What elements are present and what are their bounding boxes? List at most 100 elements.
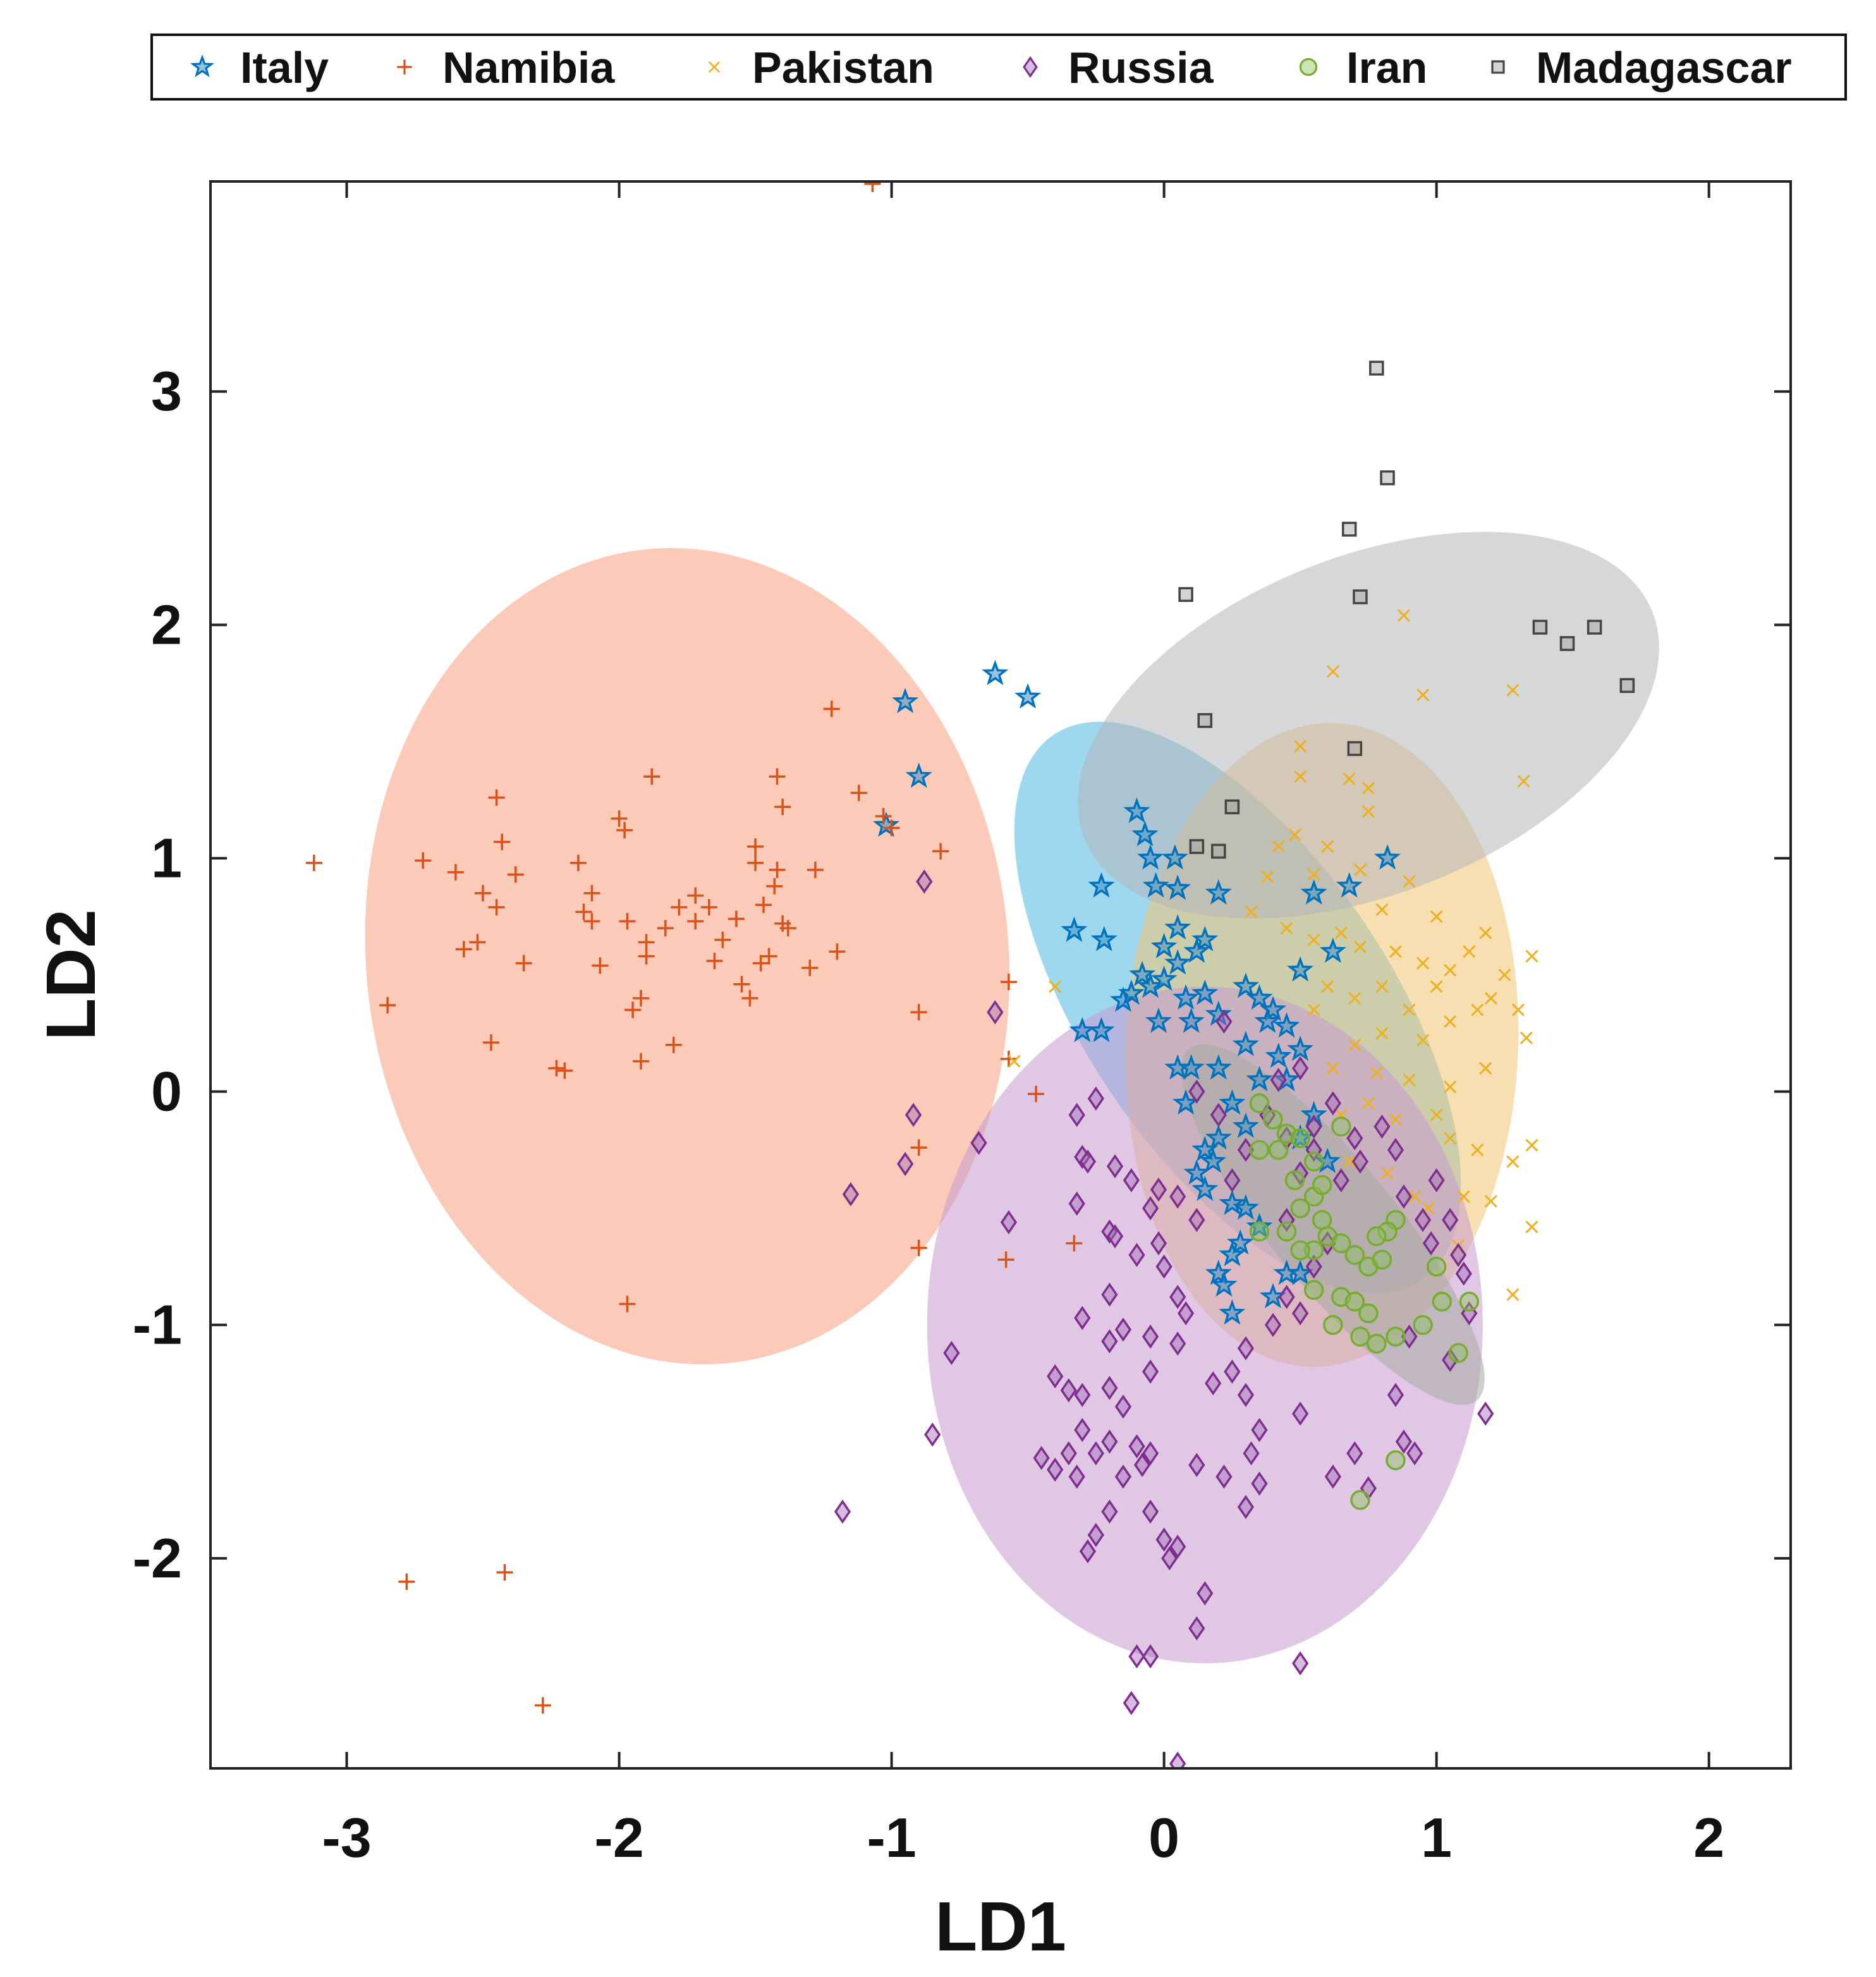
point-namibia [619, 913, 636, 930]
point-namibia [807, 861, 824, 878]
point-namibia [1028, 1086, 1045, 1103]
point-namibia [619, 1295, 636, 1313]
point-pakistan [1307, 933, 1320, 946]
point-russia [1142, 1499, 1159, 1524]
point-pakistan [1484, 991, 1497, 1005]
point-russia [1270, 1068, 1287, 1093]
point-russia [1161, 1546, 1178, 1570]
point-namibia [687, 887, 704, 904]
point-russia [1305, 1254, 1322, 1279]
point-italy [1246, 1213, 1273, 1239]
point-pakistan [1353, 863, 1367, 876]
point-namibia [733, 976, 750, 993]
point-russia [943, 1340, 960, 1366]
point-italy [1164, 874, 1191, 900]
point-pakistan [1430, 910, 1443, 923]
point-italy [905, 762, 932, 788]
point-pakistan [1479, 926, 1492, 940]
point-iran [1290, 1240, 1310, 1261]
point-namibia [455, 941, 472, 958]
point-pakistan [1444, 1015, 1457, 1028]
point-pakistan [1261, 870, 1274, 884]
point-pakistan [1361, 1096, 1375, 1110]
point-madagascar [1178, 587, 1193, 603]
point-russia [1060, 1378, 1077, 1403]
point-namibia [910, 1004, 927, 1021]
point-russia [1101, 1429, 1118, 1454]
point-russia [1224, 1168, 1241, 1192]
point-italy [1260, 996, 1287, 1022]
point-russia [1128, 1242, 1145, 1268]
point-italy [1137, 844, 1164, 870]
point-italy [1246, 1065, 1273, 1092]
point-russia [1142, 1325, 1159, 1349]
point-namibia [469, 934, 486, 951]
point-russia [1106, 1154, 1124, 1178]
point-pakistan [1484, 1194, 1497, 1208]
point-madagascar [1353, 589, 1368, 604]
point-russia [1074, 1417, 1091, 1442]
point-pakistan [1444, 1132, 1457, 1145]
point-namibia [766, 878, 783, 895]
point-namibia [823, 701, 840, 718]
point-italy [1178, 1054, 1205, 1080]
point-italy [1232, 972, 1259, 998]
point-namibia [910, 1239, 927, 1256]
point-iran [1358, 1303, 1379, 1323]
point-namibia [643, 768, 661, 785]
legend-icon-namibia [397, 59, 412, 75]
point-russia [1215, 1009, 1233, 1034]
point-pakistan [1321, 980, 1334, 993]
point-italy [1287, 956, 1314, 982]
point-russia [1188, 1616, 1205, 1641]
point-italy [1300, 879, 1327, 905]
point-namibia [714, 931, 731, 948]
point-madagascar [1224, 799, 1240, 814]
legend-label-pakistan: Pakistan [752, 43, 934, 92]
legend-icon-italy [190, 54, 215, 78]
point-pakistan [1457, 1190, 1470, 1203]
point-pakistan [1498, 968, 1511, 982]
point-namibia [494, 833, 511, 850]
point-russia [1068, 1103, 1085, 1127]
legend-icon-madagascar [1491, 60, 1505, 74]
point-russia [1000, 1210, 1018, 1235]
point-russia [1395, 1429, 1413, 1454]
point-italy [1219, 1189, 1246, 1215]
point-pakistan [1471, 1143, 1484, 1156]
point-italy [1273, 1012, 1300, 1038]
point-russia [1278, 1208, 1295, 1232]
point-namibia [447, 864, 464, 881]
point-italy [1150, 965, 1178, 991]
point-russia [1134, 1453, 1151, 1478]
point-iran [1268, 1140, 1289, 1160]
point-namibia [515, 955, 532, 972]
point-russia [1079, 1149, 1097, 1174]
legend-icon-russia [1023, 56, 1038, 78]
point-russia [1101, 1376, 1118, 1400]
point-russia [1188, 1208, 1205, 1232]
point-namibia [611, 810, 628, 827]
x-tick-label: -3 [322, 1806, 371, 1869]
point-russia [1106, 1224, 1124, 1249]
y-tick-label: 0 [151, 1060, 182, 1123]
point-italy [1191, 979, 1219, 1005]
point-namibia [475, 884, 492, 902]
point-italy [1232, 1112, 1259, 1138]
point-italy [1374, 844, 1401, 870]
point-russia [1278, 1285, 1295, 1309]
point-iran [1303, 1151, 1324, 1172]
plot-frame [209, 180, 1792, 1770]
point-iran [1413, 1314, 1433, 1335]
point-madagascar [1587, 620, 1602, 635]
point-russia [1292, 1401, 1309, 1426]
point-pakistan [1430, 1108, 1443, 1122]
point-pakistan [1416, 957, 1430, 970]
point-russia [1292, 1651, 1309, 1675]
point-russia [1087, 1086, 1104, 1111]
point-iran [1276, 1221, 1297, 1242]
legend-label-italy: Italy [240, 43, 329, 92]
point-namibia [482, 1034, 499, 1051]
point-namibia [671, 898, 688, 915]
